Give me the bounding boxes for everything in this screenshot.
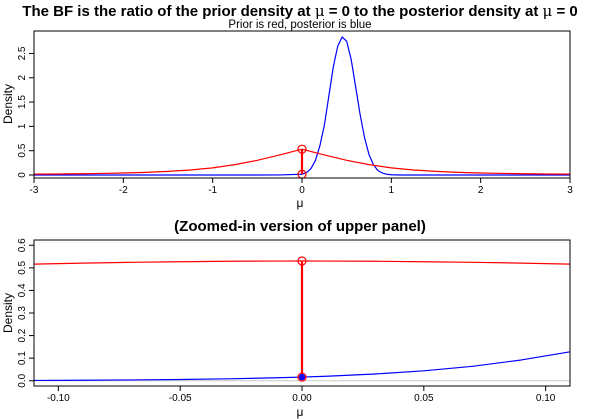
- bottom-panel: (Zoomed-in version of upper panel) -0.10…: [1, 218, 571, 419]
- top-x-axis-label: μ: [297, 196, 304, 210]
- top-y-tick-label: 1: [17, 123, 28, 129]
- bottom-plot-area: [33, 256, 571, 382]
- top-prior-curve: [33, 148, 571, 175]
- bottom-x-axis: -0.10 -0.05 0.00 0.05 0.10: [47, 386, 556, 404]
- figure-title-prefix: The BF is the ratio of the prior density…: [22, 3, 315, 20]
- top-x-tick-label: 0: [299, 185, 305, 196]
- figure-title-suffix: = 0: [552, 3, 577, 20]
- bottom-y-tick-label: 0.0: [17, 373, 28, 387]
- top-x-tick-label: 2: [478, 185, 484, 196]
- top-panel: Prior is red, posterior is blue -3 -2 -1 0 1…: [1, 19, 573, 210]
- figure-title-middle: = 0 to the posterior density at: [325, 3, 543, 20]
- bottom-posterior-point: [298, 373, 306, 381]
- figure-title: The BF is the ratio of the prior density…: [22, 2, 577, 20]
- top-x-axis: -3 -2 -1 0 1 2 3: [30, 178, 573, 196]
- bottom-y-axis: 0.0 0.1 0.2 0.3 0.4 0.5 0.6: [17, 238, 34, 388]
- bottom-y-tick-label: 0.6: [17, 238, 28, 252]
- bottom-x-tick-label: 0.00: [292, 393, 312, 404]
- bottom-marker-posterior-density: [297, 372, 307, 382]
- bottom-panel-title: (Zoomed-in version of upper panel): [174, 218, 426, 235]
- top-x-tick-label: 1: [389, 185, 395, 196]
- bottom-y-tick-label: 0.1: [17, 351, 28, 365]
- bottom-y-axis-label: Density: [1, 293, 15, 333]
- bottom-y-tick-label: 0.3: [17, 306, 28, 320]
- bottom-x-axis-label: μ: [297, 405, 304, 419]
- top-y-tick-label: 0.5: [17, 143, 28, 157]
- top-y-tick-label: 0: [17, 172, 28, 178]
- top-y-axis-label: Density: [1, 84, 15, 124]
- top-y-tick-label: 1.5: [17, 95, 28, 109]
- bottom-x-tick-label: -0.10: [47, 393, 70, 404]
- top-y-tick-label: 2.5: [17, 46, 28, 60]
- bottom-x-tick-label: 0.05: [414, 393, 434, 404]
- top-x-tick-label: -1: [208, 185, 217, 196]
- top-posterior-curve: [34, 36, 570, 176]
- figure-title-mu-1: μ: [315, 2, 325, 20]
- figure-title-mu-2: μ: [543, 2, 553, 20]
- top-x-tick-label: -2: [119, 185, 128, 196]
- bottom-marker-prior-density: [297, 256, 307, 266]
- top-marker-prior-density: [297, 144, 307, 154]
- bottom-y-tick-label: 0.4: [17, 283, 28, 297]
- bottom-x-tick-label: 0.10: [536, 393, 556, 404]
- top-panel-subtitle: Prior is red, posterior is blue: [228, 19, 371, 31]
- bottom-x-tick-label: -0.05: [169, 393, 192, 404]
- top-y-axis: 0 0.5 1 1.5 2 2.5: [17, 46, 34, 178]
- top-x-tick-label: -3: [30, 185, 39, 196]
- bottom-y-tick-label: 0.5: [17, 260, 28, 274]
- top-x-tick-label: 3: [567, 185, 573, 196]
- top-plot-area: [33, 36, 571, 179]
- top-y-tick-label: 2: [17, 75, 28, 81]
- bottom-y-tick-label: 0.2: [17, 328, 28, 342]
